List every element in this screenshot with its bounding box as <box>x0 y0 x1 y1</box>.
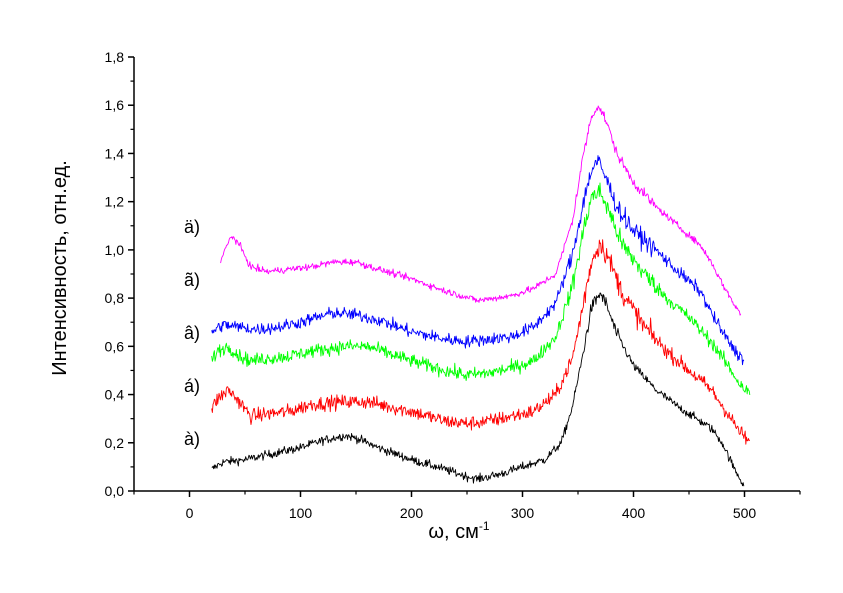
y-tick-label: 1,4 <box>105 145 125 161</box>
series-lines <box>211 105 751 487</box>
series-label: ä) <box>184 217 200 237</box>
y-axis-title: Интенсивность, отн.ед. <box>49 160 71 376</box>
series-label: á) <box>184 376 200 396</box>
x-tick-label: 200 <box>400 505 424 521</box>
series-line <box>211 182 751 396</box>
y-tick-label: 1,2 <box>105 194 125 210</box>
y-tick-label: 1,8 <box>105 49 125 65</box>
x-axis-title-main: ω, см <box>428 521 478 543</box>
x-tick-label: 400 <box>622 505 646 521</box>
series-label: ã) <box>184 270 200 290</box>
x-tick-label: 100 <box>289 505 313 521</box>
y-tick-label: 0,8 <box>105 290 125 306</box>
series-label: â) <box>184 323 200 343</box>
axis-ticks: 0 100 200 300 400 500 0,0 0,2 0,4 0,6 0,8 1,0 1,2 1,4… <box>105 49 801 521</box>
x-axis-title: ω, см-1 <box>428 519 489 543</box>
series-label: à) <box>184 429 200 449</box>
y-tick-label: 0,4 <box>105 387 125 403</box>
series-line <box>211 239 750 445</box>
y-tick-label: 1,6 <box>105 97 125 113</box>
x-axis-title-sup: -1 <box>479 519 490 533</box>
y-tick-label: 0,0 <box>105 483 125 499</box>
plot-area: 0 100 200 300 400 500 0,0 0,2 0,4 0,6 0,8 1,0 1,2 1,4… <box>105 49 801 521</box>
series-line <box>211 155 745 366</box>
x-tick-label: 0 <box>186 505 194 521</box>
x-tick-label: 300 <box>511 505 535 521</box>
series-line <box>220 105 742 316</box>
y-tick-label: 0,6 <box>105 338 125 354</box>
y-tick-label: 0,2 <box>105 435 125 451</box>
series-line <box>211 292 745 487</box>
series-labels: à) á) â) ã) ä) <box>184 217 200 449</box>
y-tick-label: 1,0 <box>105 242 125 258</box>
x-tick-label: 500 <box>733 505 757 521</box>
